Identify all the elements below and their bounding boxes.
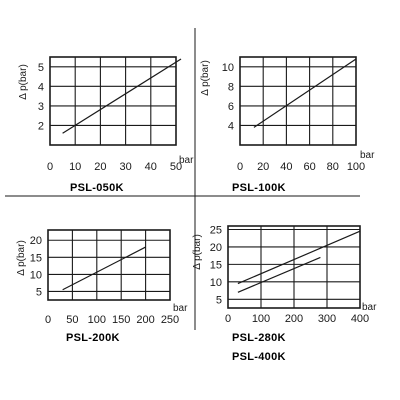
plot-frame <box>47 229 171 301</box>
series-line-1 <box>253 58 357 128</box>
y-tick-label: 10 <box>222 62 234 74</box>
series-line-2 <box>237 256 321 293</box>
y-tick-label: 5 <box>38 62 44 74</box>
x-axis-label: bar <box>360 150 375 161</box>
y-tick-label: 25 <box>210 224 222 236</box>
x-tick-label: 0 <box>225 313 231 325</box>
x-axis-label: bar <box>362 302 377 313</box>
chart-3: 0 50 100 150 200 250 5 10 15 20 bar Δ p(bar) PSL-200… <box>16 229 188 344</box>
x-tick-label: 20 <box>94 161 106 173</box>
x-tick-label: 0 <box>237 161 243 173</box>
plot-frame <box>239 56 357 146</box>
y-tick-label: 5 <box>216 294 222 306</box>
chart-title: PSL-050K <box>70 182 124 194</box>
y-axis-label: Δ p(bar) <box>16 240 27 276</box>
x-axis-label: bar <box>173 303 188 314</box>
y-tick-label: 5 <box>36 286 42 298</box>
chart-title: PSL-100K <box>232 182 286 194</box>
x-tick-label: 0 <box>47 161 53 173</box>
y-tick-label: 20 <box>210 242 222 254</box>
x-tick-label: 40 <box>280 161 292 173</box>
y-tick-label: 20 <box>30 235 42 247</box>
x-tick-label: 50 <box>170 161 182 173</box>
x-tick-label: 200 <box>136 314 154 326</box>
x-tick-label: 100 <box>88 314 106 326</box>
y-tick-label: 6 <box>228 101 234 113</box>
y-tick-label: 10 <box>30 269 42 281</box>
y-tick-label: 2 <box>38 120 44 132</box>
y-axis-label: Δ p(bar) <box>200 60 211 96</box>
x-tick-label: 400 <box>351 313 369 325</box>
x-tick-label: 60 <box>303 161 315 173</box>
chart-title: PSL-280K <box>232 332 286 344</box>
x-tick-label: 300 <box>318 313 336 325</box>
x-tick-label: 10 <box>69 161 81 173</box>
x-tick-label: 100 <box>252 313 270 325</box>
chart-2: 0 20 40 60 80 100 4 6 8 10 bar Δ p(bar) PSL-100K <box>200 56 375 194</box>
y-axis-label: Δ p(bar) <box>18 64 29 100</box>
x-tick-label: 200 <box>285 313 303 325</box>
y-tick-label: 10 <box>210 277 222 289</box>
x-axis-label: bar <box>179 155 194 166</box>
x-tick-label: 50 <box>66 314 78 326</box>
plot-frame <box>49 56 177 146</box>
x-tick-label: 40 <box>145 161 157 173</box>
y-tick-label: 15 <box>210 259 222 271</box>
x-tick-label: 0 <box>45 314 51 326</box>
y-tick-label: 4 <box>228 120 234 132</box>
chart-title: PSL-200K <box>66 332 120 344</box>
y-tick-label: 4 <box>38 81 44 93</box>
x-tick-label: 250 <box>161 314 179 326</box>
y-tick-label: 3 <box>38 101 44 113</box>
y-tick-label: 15 <box>30 252 42 264</box>
x-tick-label: 30 <box>119 161 131 173</box>
y-axis-label: Δ p(bar) <box>192 234 203 270</box>
x-tick-label: 150 <box>112 314 130 326</box>
plot-frame <box>227 225 361 309</box>
y-tick-label: 8 <box>228 81 234 93</box>
chart-1: 0 10 20 30 40 50 2 3 4 5 bar Δ p(bar) PSL-050K <box>18 56 194 194</box>
series-line-1 <box>62 246 146 291</box>
chart-title-secondary: PSL-400K <box>232 351 286 363</box>
chart-4: 0 100 200 300 400 5 10 15 20 25 bar Δ p(bar) PSL-280… <box>192 224 377 363</box>
x-tick-label: 100 <box>347 161 365 173</box>
x-tick-label: 80 <box>327 161 339 173</box>
series-line-1 <box>237 230 361 285</box>
series-line-1 <box>62 58 182 134</box>
x-tick-label: 20 <box>257 161 269 173</box>
